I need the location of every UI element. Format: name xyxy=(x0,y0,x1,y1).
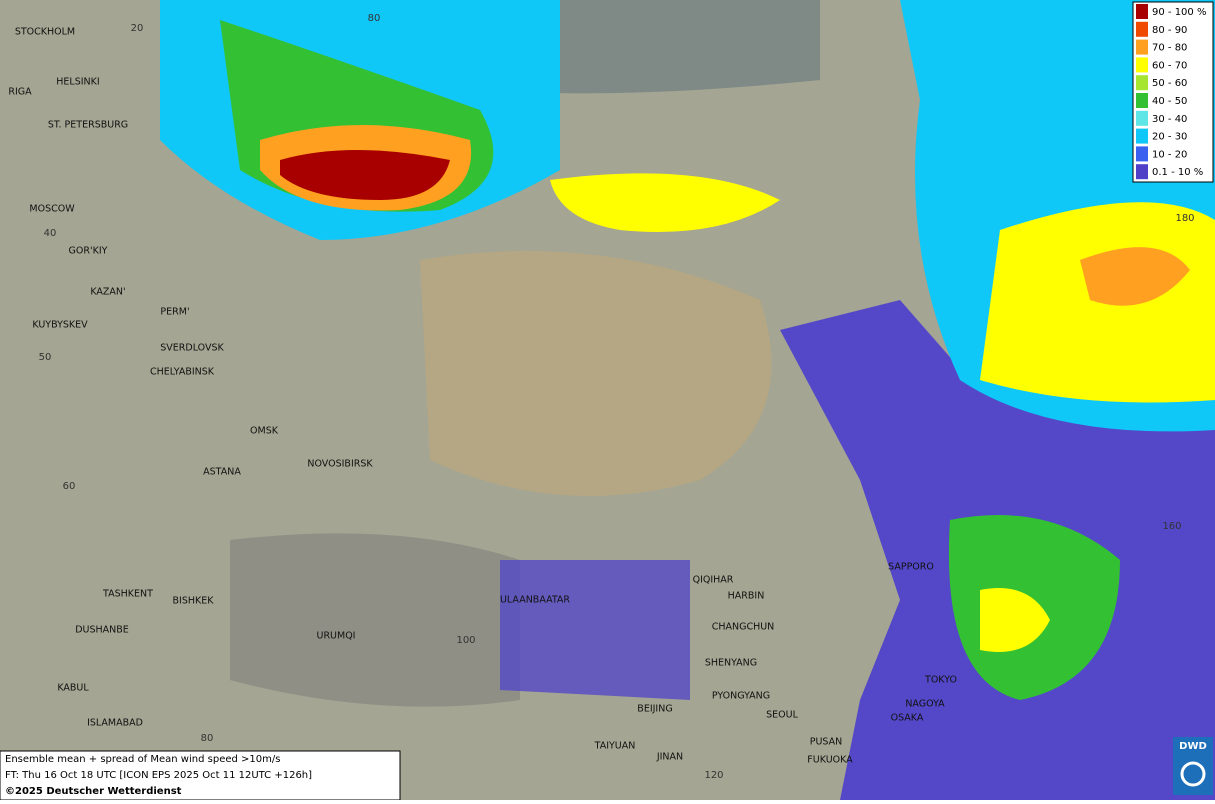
graticule-label: 40 xyxy=(44,228,57,239)
city-label: HELSINKI xyxy=(56,77,99,88)
logo: DWD xyxy=(1179,741,1207,752)
legend-label: 90 - 100 % xyxy=(1152,7,1206,18)
city-label: GOR'KIY xyxy=(69,246,108,257)
city-label: SAPPORO xyxy=(888,562,934,573)
info-line: Ensemble mean + spread of Mean wind spee… xyxy=(5,754,280,765)
legend-swatch xyxy=(1136,75,1148,91)
precip-blob xyxy=(980,588,1050,652)
legend-swatch xyxy=(1136,39,1148,55)
city-label: ST. PETERSBURG xyxy=(48,120,128,131)
legend-swatch xyxy=(1136,146,1148,162)
legend-label: 30 - 40 xyxy=(1152,114,1187,125)
precip-patch xyxy=(500,560,690,700)
graticule-label: 20 xyxy=(131,23,144,34)
city-label: SEOUL xyxy=(766,710,798,721)
legend-swatch xyxy=(1136,164,1148,180)
graticule-label: 80 xyxy=(368,13,381,24)
city-label: SVERDLOVSK xyxy=(160,343,224,354)
city-label: NOVOSIBIRSK xyxy=(307,459,373,470)
graticule-label: 120 xyxy=(704,770,723,781)
city-label: PYONGYANG xyxy=(712,691,770,702)
terrain xyxy=(420,251,772,496)
city-label: STOCKHOLM xyxy=(15,27,75,38)
city-label: BISHKEK xyxy=(173,596,215,607)
precip-blob xyxy=(550,173,780,232)
legend-label: 20 - 30 xyxy=(1152,132,1187,143)
city-label: ASTANA xyxy=(203,467,241,478)
graticule-label: 160 xyxy=(1162,521,1181,532)
city-label: PERM' xyxy=(160,307,189,318)
graticule-label: 60 xyxy=(63,481,76,492)
legend-label: 70 - 80 xyxy=(1152,43,1187,54)
info-box xyxy=(0,750,401,801)
city-label: ULAANBAATAR xyxy=(500,595,570,606)
city-label: NAGOYA xyxy=(905,699,945,710)
city-label: BEIJING xyxy=(637,704,672,715)
legend-label: 10 - 20 xyxy=(1152,149,1187,160)
city-label: TAIYUAN xyxy=(594,741,636,752)
graticule-label: 100 xyxy=(456,635,475,646)
graticule-label: 80 xyxy=(201,733,214,744)
graticule-label: 180 xyxy=(1175,213,1194,224)
city-label: CHANGCHUN xyxy=(712,622,775,633)
city-label: RIGA xyxy=(8,87,32,98)
city-label: PUSAN xyxy=(810,737,843,748)
city-label: QIQIHAR xyxy=(693,575,734,586)
precip-blob xyxy=(980,202,1215,403)
graticule-label: 50 xyxy=(39,352,52,363)
city-label: DUSHANBE xyxy=(75,625,129,636)
city-label: MOSCOW xyxy=(29,204,75,215)
logo-swirl xyxy=(1180,761,1206,787)
legend-label: 80 - 90 xyxy=(1152,25,1187,36)
legend-swatch xyxy=(1136,93,1148,108)
legend-label: 50 - 60 xyxy=(1152,78,1187,89)
legend-swatch xyxy=(1136,110,1148,126)
city-label: SHENYANG xyxy=(705,658,757,669)
city-label: CHELYABINSK xyxy=(150,367,215,378)
precip-blob xyxy=(1080,247,1190,306)
info-line: FT: Thu 16 Oct 18 UTC [ICON EPS 2025 Oct… xyxy=(5,770,312,781)
city-label: OMSK xyxy=(250,426,279,437)
city-label: ISLAMABAD xyxy=(87,718,143,729)
city-label: TASHKENT xyxy=(102,589,153,600)
terrain xyxy=(230,533,520,707)
city-label: TOKYO xyxy=(924,675,957,686)
city-label: JINAN xyxy=(656,752,683,763)
copyright: ©2025 Deutscher Wetterdienst xyxy=(5,786,182,797)
legend-swatch xyxy=(1136,128,1148,144)
city-label: KABUL xyxy=(57,683,89,694)
city-label: URUMQI xyxy=(317,631,356,642)
legend-swatch xyxy=(1136,57,1148,73)
city-label: FUKUOKA xyxy=(807,755,853,766)
legend-swatch xyxy=(1136,21,1148,37)
legend-swatch xyxy=(1136,4,1148,19)
legend-label: 0.1 - 10 % xyxy=(1152,167,1203,178)
precip-blob xyxy=(280,150,450,200)
city-label: KAZAN' xyxy=(90,287,125,298)
legend-label: 40 - 50 xyxy=(1152,96,1187,107)
city-label: KUYBYSKEV xyxy=(32,320,88,331)
city-label: OSAKA xyxy=(891,713,924,724)
legend-label: 60 - 70 xyxy=(1152,60,1187,71)
city-label: HARBIN xyxy=(728,591,765,602)
